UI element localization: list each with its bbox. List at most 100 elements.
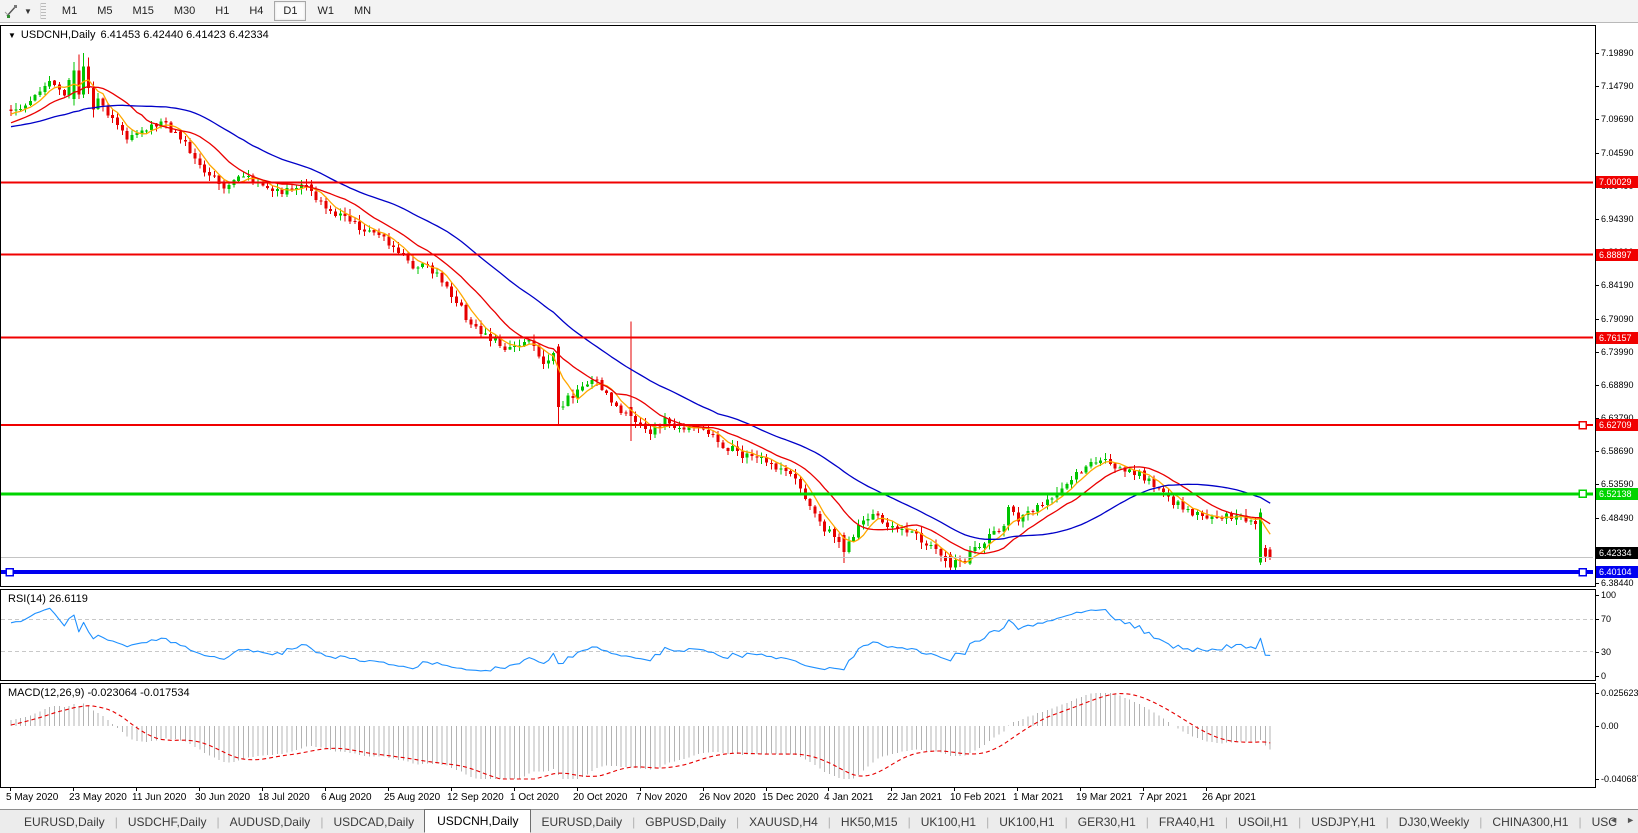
rsi-axis-label: 30 xyxy=(1601,647,1612,657)
tab-separator: | xyxy=(1479,814,1483,829)
axis-tick-mark xyxy=(1596,652,1599,653)
price-axis-label: 7.04590 xyxy=(1601,148,1634,158)
date-tick-mark xyxy=(640,788,641,791)
price-axis-label: 6.94390 xyxy=(1601,214,1634,224)
tab-scroll-left-icon[interactable] xyxy=(1609,815,1618,825)
main-price-chart[interactable] xyxy=(1,26,1593,584)
date-axis-label: 1 Oct 2020 xyxy=(510,792,559,803)
hline-price-badge: 6.76157 xyxy=(1596,332,1638,344)
tab-separator: | xyxy=(827,814,831,829)
timeframe-button-w1[interactable]: W1 xyxy=(317,5,334,17)
macd-axis-label: 0.00 xyxy=(1601,721,1619,731)
chart-tab-china300-h1[interactable]: CHINA300,H1 xyxy=(1492,814,1569,829)
axis-tick-mark xyxy=(1596,518,1599,519)
tab-separator: | xyxy=(1145,814,1149,829)
axis-tick-mark xyxy=(1596,676,1599,677)
price-axis-label: 6.79090 xyxy=(1601,314,1634,324)
date-axis[interactable]: 5 May 2020 23 May 2020 11 Jun 2020 30 Jun 2… xyxy=(0,788,1638,808)
chart-tab-xauusd-h4[interactable]: XAUUSD,H4 xyxy=(749,814,818,829)
price-axis-label: 6.68890 xyxy=(1601,380,1634,390)
chevron-down-icon xyxy=(24,7,32,16)
chart-tab-fra40-h1[interactable]: FRA40,H1 xyxy=(1158,814,1215,829)
macd-chart[interactable] xyxy=(1,684,1593,785)
date-tick-mark xyxy=(514,788,515,791)
date-axis-label: 7 Apr 2021 xyxy=(1139,792,1188,803)
chart-tab-hk50-m15[interactable]: HK50,M15 xyxy=(840,814,898,829)
date-axis-label: 23 May 2020 xyxy=(69,792,127,803)
chart-tab-usdchf-daily[interactable]: USDCHF,Daily xyxy=(127,814,207,829)
tab-separator: | xyxy=(1064,814,1068,829)
chart-tab-usdcnh-daily[interactable]: USDCNH,Daily xyxy=(424,808,532,833)
date-tick-mark xyxy=(1080,788,1081,791)
date-axis-label: 1 Mar 2021 xyxy=(1013,792,1064,803)
timeframe-button-m30[interactable]: M30 xyxy=(173,5,196,17)
axis-tick-mark xyxy=(1596,693,1599,694)
price-axis-label: 6.73990 xyxy=(1601,347,1634,357)
timeframe-button-d1[interactable]: D1 xyxy=(274,1,307,21)
date-tick-mark xyxy=(766,788,767,791)
line-studies-button[interactable] xyxy=(0,3,36,19)
price-axis[interactable]: 7.198907.147907.096907.045906.994906.943… xyxy=(1596,25,1638,588)
toolbar-drag-grip[interactable] xyxy=(39,3,46,19)
timeframe-button-mn[interactable]: MN xyxy=(353,5,372,17)
chart-tab-ger30-h1[interactable]: GER30,H1 xyxy=(1077,814,1136,829)
axis-tick-mark xyxy=(1596,53,1599,54)
axis-tick-mark xyxy=(1596,726,1599,727)
chart-tab-uk100-h1[interactable]: UK100,H1 xyxy=(920,814,977,829)
axis-tick-mark xyxy=(1596,418,1599,419)
date-axis-label: 6 Aug 2020 xyxy=(321,792,372,803)
axis-tick-mark xyxy=(1596,352,1599,353)
tab-scroll-right-icon[interactable] xyxy=(1626,815,1635,825)
macd-indicator-window[interactable]: MACD(12,26,9) -0.023064 -0.017534 xyxy=(0,683,1596,788)
date-tick-mark xyxy=(10,788,11,791)
price-axis-label: 6.84190 xyxy=(1601,280,1634,290)
chart-tab-audusd-daily[interactable]: AUDUSD,Daily xyxy=(229,814,311,829)
date-tick-mark xyxy=(1206,788,1207,791)
date-axis-label: 10 Feb 2021 xyxy=(950,792,1007,803)
chart-tab-gbpusd-daily[interactable]: GBPUSD,Daily xyxy=(645,814,726,829)
chart-tab-dj30-weekly[interactable]: DJ30,Weekly xyxy=(1398,814,1470,829)
axis-tick-mark xyxy=(1596,595,1599,596)
axis-tick-mark xyxy=(1596,451,1599,452)
timeframe-button-h1[interactable]: H1 xyxy=(215,5,230,17)
timeframe-toolbar: M1 M5 M15 M30 H1 H4 D1 W1 MN xyxy=(0,0,1638,23)
axis-tick-mark xyxy=(1596,285,1599,286)
chart-tab-uk100-h1[interactable]: UK100,H1 xyxy=(999,814,1055,829)
timeframe-button-m5[interactable]: M5 xyxy=(97,5,113,17)
price-axis-label: 6.48490 xyxy=(1601,513,1634,523)
date-axis-label: 19 Mar 2021 xyxy=(1076,792,1133,803)
chart-tab-eurusd-daily[interactable]: EURUSD,Daily xyxy=(24,814,105,829)
main-chart-window[interactable]: USDCNH,Daily 6.41453 6.42440 6.41423 6.4… xyxy=(0,25,1596,587)
axis-tick-mark xyxy=(1596,219,1599,220)
date-axis-label: 7 Nov 2020 xyxy=(636,792,688,803)
chart-tab-eurusd-daily[interactable]: EURUSD,Daily xyxy=(541,814,623,829)
axis-tick-mark xyxy=(1596,385,1599,386)
macd-axis-label: -0.040687 xyxy=(1601,774,1638,784)
current-price-badge: 6.42334 xyxy=(1596,547,1638,559)
axis-tick-mark xyxy=(1596,119,1599,120)
timeframe-button-m1[interactable]: M1 xyxy=(61,5,78,17)
timeframe-button-h4[interactable]: H4 xyxy=(249,5,264,17)
chart-tab-usdjpy-h1[interactable]: USDJPY,H1 xyxy=(1311,814,1376,829)
rsi-axis[interactable]: 100 70 30 0 xyxy=(1596,589,1638,681)
chart-collapse-icon[interactable] xyxy=(8,31,16,40)
chart-tab-usoil-h1[interactable]: USOil,H1 xyxy=(1238,814,1289,829)
macd-axis[interactable]: 0.025623 0.00 -0.040687 xyxy=(1596,683,1638,788)
axis-tick-mark xyxy=(1596,484,1599,485)
date-tick-mark xyxy=(577,788,578,791)
date-tick-mark xyxy=(325,788,326,791)
price-axis-label: 6.58690 xyxy=(1601,446,1634,456)
tab-separator: | xyxy=(1298,814,1302,829)
tab-separator: | xyxy=(320,814,324,829)
price-axis-label: 6.63790 xyxy=(1601,413,1634,423)
date-axis-label: 20 Oct 2020 xyxy=(573,792,628,803)
rsi-chart[interactable] xyxy=(1,590,1593,678)
date-axis-label: 12 Sep 2020 xyxy=(447,792,504,803)
tab-separator: | xyxy=(735,814,740,829)
timeframe-button-m15[interactable]: M15 xyxy=(132,5,154,17)
rsi-indicator-window[interactable]: RSI(14) 26.6119 xyxy=(0,589,1596,681)
date-tick-mark xyxy=(451,788,452,791)
date-tick-mark xyxy=(136,788,137,791)
chart-tab-usdcad-daily[interactable]: USDCAD,Daily xyxy=(333,814,415,829)
